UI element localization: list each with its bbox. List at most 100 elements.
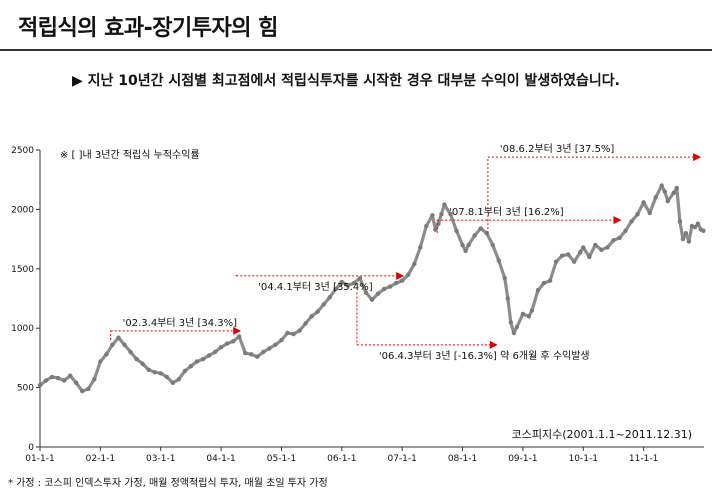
data-point <box>200 356 206 362</box>
data-point <box>285 330 290 336</box>
x-tick-label: 06-1-1 <box>327 454 356 464</box>
data-point <box>128 349 133 355</box>
data-point <box>49 374 55 380</box>
legend-note: ※ [ ]내 3년간 적립식 누적수익률 <box>60 148 200 161</box>
data-point <box>104 352 109 357</box>
data-point <box>559 253 565 258</box>
data-point <box>273 342 278 347</box>
data-point <box>454 228 459 233</box>
data-point <box>279 337 284 343</box>
data-point <box>623 228 628 233</box>
data-point <box>599 247 604 252</box>
data-point <box>363 290 369 295</box>
data-point <box>400 278 405 283</box>
data-point <box>206 353 212 358</box>
data-point <box>511 330 517 336</box>
data-point <box>665 198 670 204</box>
data-point <box>74 380 79 385</box>
data-point <box>680 236 686 242</box>
data-point <box>321 302 326 307</box>
data-point <box>547 278 553 283</box>
data-point <box>357 276 363 281</box>
data-point <box>553 259 559 264</box>
data-point <box>231 339 236 344</box>
data-point <box>158 371 163 376</box>
y-tick-label: 500 <box>17 384 34 394</box>
annotation-label: '08.6.2부터 3년 [37.5%] <box>500 143 615 155</box>
title-divider <box>0 49 712 51</box>
data-point <box>86 386 91 391</box>
annotation-label: '06.4.3부터 3년 [-16.3%] 약 6개월 후 수익발생 <box>379 350 590 362</box>
y-tick-label: 1000 <box>11 324 34 334</box>
data-point <box>80 389 85 394</box>
data-point <box>43 378 49 383</box>
x-tick-label: 09-1-1 <box>508 454 537 464</box>
data-point <box>345 283 351 288</box>
data-point <box>61 378 67 383</box>
data-point <box>466 242 471 248</box>
data-point <box>578 250 583 255</box>
data-point <box>176 377 181 382</box>
x-tick-label: 04-1-1 <box>206 454 235 464</box>
page-title: 적립식의 효과-장기투자의 힘 <box>18 16 278 41</box>
x-tick-label: 02-1-1 <box>86 454 115 464</box>
data-point <box>303 321 308 326</box>
data-point <box>92 377 97 382</box>
data-point <box>472 233 477 238</box>
data-point <box>520 311 526 317</box>
data-point <box>188 364 194 369</box>
footnote: * 가정 : 코스피 인덱스투자 가정, 매월 정액적립식 투자, 매월 초일 … <box>8 478 328 489</box>
data-point <box>339 279 344 285</box>
data-point <box>98 359 103 364</box>
data-point <box>243 350 248 356</box>
data-point <box>146 367 151 372</box>
x-tick-label: 03-1-1 <box>146 454 175 464</box>
data-point <box>526 314 532 319</box>
data-point <box>297 328 302 333</box>
y-tick-label: 2000 <box>11 205 34 215</box>
data-point <box>659 183 664 188</box>
x-tick-label: 05-1-1 <box>267 454 296 464</box>
data-point <box>164 374 169 380</box>
data-point <box>194 359 200 364</box>
data-point <box>593 242 598 248</box>
data-point <box>406 272 411 277</box>
data-point <box>309 314 314 319</box>
data-point <box>212 349 218 355</box>
data-point <box>122 342 127 347</box>
data-point <box>463 248 468 254</box>
data-point <box>505 296 510 301</box>
data-point <box>442 202 447 207</box>
data-point <box>653 195 658 200</box>
data-point <box>490 242 495 248</box>
y-tick-label: 1500 <box>11 265 34 275</box>
data-point <box>502 276 507 281</box>
data-point <box>351 280 357 286</box>
data-point <box>647 210 652 216</box>
data-point <box>134 356 139 362</box>
data-point <box>611 238 616 243</box>
data-point <box>333 286 338 292</box>
data-point <box>535 288 541 293</box>
data-point <box>701 228 706 233</box>
data-point <box>418 245 423 250</box>
data-point <box>267 346 272 351</box>
x-tick-label: 11-1-1 <box>629 454 658 464</box>
data-point <box>695 221 701 226</box>
data-point <box>496 258 501 263</box>
data-point <box>566 252 571 257</box>
data-point <box>412 261 417 267</box>
data-point <box>249 352 254 357</box>
data-point <box>291 331 296 337</box>
data-point <box>581 245 586 250</box>
data-point <box>662 189 667 194</box>
data-point <box>587 254 592 260</box>
y-tick-label: 2500 <box>11 146 34 156</box>
data-point <box>182 368 188 374</box>
data-point <box>617 235 622 241</box>
data-point <box>460 242 465 248</box>
data-point <box>478 226 483 231</box>
data-point <box>110 342 115 347</box>
x-tick-label: 08-1-1 <box>448 454 477 464</box>
data-point <box>387 284 393 289</box>
